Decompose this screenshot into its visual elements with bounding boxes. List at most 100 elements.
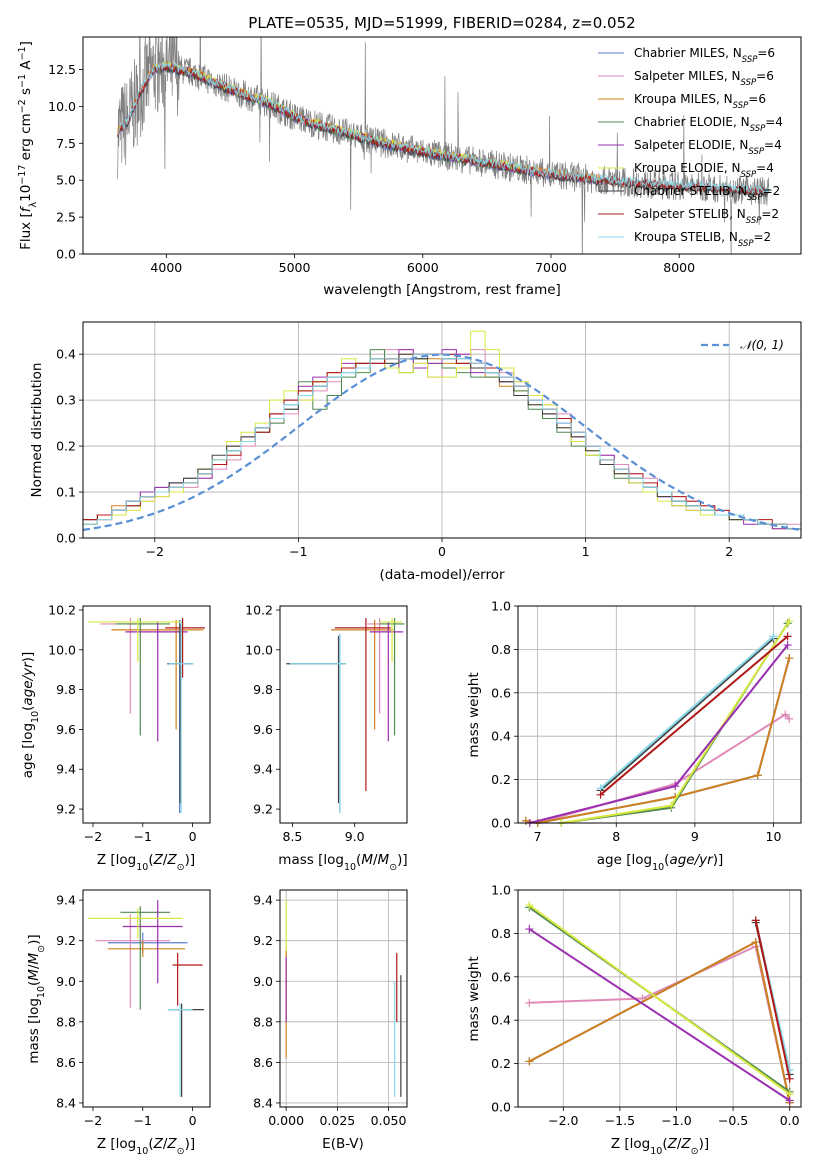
y-tick-label: 0.4 bbox=[56, 347, 76, 362]
chart-title: PLATE=0535, MJD=51999, FIBERID=0284, z=0… bbox=[248, 14, 635, 32]
x-axis-label: Z [log10(Z/Z⊙)] bbox=[611, 1136, 709, 1157]
y-axis-label: mass weight bbox=[466, 956, 482, 1041]
y-tick-label: 8.8 bbox=[56, 1014, 76, 1029]
y-tick-label: 12.5 bbox=[48, 62, 76, 77]
y-tick-label: 1.0 bbox=[491, 883, 511, 898]
plus-marker bbox=[785, 1096, 794, 1105]
y-tick-label: 10.2 bbox=[245, 602, 273, 617]
mass-weight-line bbox=[529, 945, 791, 1103]
y-axis-label: mass [log10(M/M⊙)] bbox=[26, 934, 47, 1063]
y-tick-label: 9.2 bbox=[56, 933, 76, 948]
y-tick-label: 9.4 bbox=[56, 762, 76, 777]
plus-marker bbox=[781, 710, 790, 719]
plus-marker bbox=[521, 816, 530, 825]
y-tick-label: 0.2 bbox=[491, 1056, 511, 1071]
y-tick-label: 0.6 bbox=[491, 685, 511, 700]
age_vs_mass-points bbox=[286, 617, 405, 814]
x-tick-label: −2 bbox=[84, 1113, 102, 1128]
legend-label: Kroupa STELIB, NSSP=2 bbox=[634, 230, 771, 249]
mass_weight_vs_age-frame bbox=[517, 605, 802, 824]
x-tick-label: 0.025 bbox=[319, 1113, 355, 1128]
mass_weight_vs_age-lines bbox=[521, 617, 794, 827]
x-axis-label: E(B-V) bbox=[322, 1136, 364, 1152]
legend-label: Chabrier ELODIE, NSSP=4 bbox=[634, 115, 783, 134]
x-tick-label: −2.0 bbox=[548, 1113, 578, 1128]
x-axis-label: Z [log10(Z/Z⊙)] bbox=[97, 852, 195, 873]
legend-label: Salpeter MILES, NSSP=6 bbox=[634, 69, 774, 88]
plus-marker bbox=[671, 782, 680, 791]
plus-marker bbox=[525, 925, 534, 934]
y-tick-label: 8.6 bbox=[253, 1055, 273, 1070]
x-tick-label: 9 bbox=[691, 829, 699, 844]
x-tick-label: −1.0 bbox=[661, 1113, 691, 1128]
x-tick-label: 4000 bbox=[150, 260, 182, 275]
x-axis-label: Z [log10(Z/Z⊙)] bbox=[97, 1136, 195, 1157]
y-tick-label: 9.6 bbox=[253, 722, 273, 737]
x-tick-label: −2 bbox=[146, 544, 164, 559]
mass-weight-line bbox=[528, 904, 791, 1095]
mass_weight_vs_age-axes: 7 8 9 10 0.0 0.2 0.4 0.6 0.8 1.0 bbox=[491, 599, 801, 844]
histogram-group bbox=[82, 330, 802, 531]
mass_vs_z-axes: −2 −1 0 8.4 8.6 8.8 9.0 9.2 9.4 bbox=[56, 893, 196, 1128]
plus-marker bbox=[785, 617, 794, 626]
y-tick-label: 0.0 bbox=[491, 1100, 511, 1115]
x-tick-label: 5000 bbox=[279, 260, 311, 275]
plus-marker bbox=[785, 1074, 794, 1083]
x-tick-label: −0.5 bbox=[718, 1113, 748, 1128]
age_vs_z-frame bbox=[82, 605, 211, 824]
x-tick-label: 7000 bbox=[535, 260, 567, 275]
x-tick-label: 1 bbox=[582, 544, 590, 559]
x-tick-label: 8 bbox=[612, 829, 620, 844]
x-tick-label: 0.0 bbox=[780, 1113, 800, 1128]
x-tick-label: 10 bbox=[766, 829, 782, 844]
y-tick-label: 9.2 bbox=[253, 933, 273, 948]
plus-marker bbox=[667, 801, 676, 810]
x-tick-label: −1 bbox=[289, 544, 307, 559]
y-tick-label: 9.4 bbox=[56, 893, 76, 908]
y-tick-label: 8.6 bbox=[56, 1055, 76, 1070]
x-tick-label: 0 bbox=[438, 544, 446, 559]
mass_vs_ebv-axes: 0.000 0.025 0.050 8.4 8.6 8.8 9.0 9.2 9.4 bbox=[253, 890, 407, 1128]
y-tick-label: 10.2 bbox=[48, 602, 76, 617]
mass-weight-line bbox=[529, 644, 789, 824]
mass-weight-line bbox=[528, 941, 791, 1103]
plus-marker bbox=[785, 654, 794, 663]
y-tick-label: 8.4 bbox=[56, 1095, 76, 1110]
y-tick-label: 2.5 bbox=[56, 210, 76, 225]
y-tick-label: 1.0 bbox=[491, 599, 511, 614]
y-tick-label: 0.4 bbox=[491, 729, 511, 744]
x-tick-label: 8000 bbox=[663, 260, 695, 275]
mass_vs_ebv-frame bbox=[279, 889, 408, 1108]
age_vs_z-axes: −2 −1 0 9.2 9.4 9.6 9.8 10.0 10.2 bbox=[48, 602, 196, 844]
y-tick-label: 10.0 bbox=[245, 642, 273, 657]
x-tick-label: 2 bbox=[725, 544, 733, 559]
y-tick-label: 10.0 bbox=[48, 99, 76, 114]
y-tick-label: 5.0 bbox=[56, 173, 76, 188]
y-axis-label: Flux [fλ10−17 erg cm−2 s−1 A−1] bbox=[17, 41, 39, 250]
y-tick-label: 0.8 bbox=[491, 642, 511, 657]
y-tick-label: 0.2 bbox=[56, 439, 76, 454]
y-tick-label: 9.4 bbox=[253, 762, 273, 777]
legend-label: Salpeter STELIB, NSSP=2 bbox=[634, 207, 779, 226]
mass-weight-line bbox=[528, 941, 791, 1103]
plus-marker bbox=[783, 632, 792, 641]
x-tick-label: 0 bbox=[189, 1113, 197, 1128]
mass-weight-line bbox=[599, 635, 775, 790]
y-tick-label: 9.2 bbox=[56, 802, 76, 817]
legend-label: Chabrier STELIB, NSSP=2 bbox=[634, 184, 780, 203]
plus-marker bbox=[751, 916, 760, 925]
plus-marker bbox=[751, 938, 760, 947]
x-axis-label: mass [log10(M/M⊙)] bbox=[278, 852, 407, 873]
plus-marker bbox=[525, 901, 534, 910]
age_vs_z-points bbox=[87, 617, 206, 814]
y-tick-label: 0.2 bbox=[491, 772, 511, 787]
age_vs_mass-frame bbox=[279, 605, 408, 824]
mass_weight_vs_z-lines bbox=[525, 901, 794, 1107]
legend-label: Kroupa ELODIE, NSSP=4 bbox=[634, 161, 774, 180]
x-tick-label: −1 bbox=[134, 1113, 152, 1128]
x-tick-label: 9.0 bbox=[345, 829, 365, 844]
y-axis-label: age [log10(age/yr)] bbox=[20, 652, 41, 778]
legend-label: Chabrier MILES, NSSP=6 bbox=[634, 46, 775, 65]
plus-marker bbox=[596, 790, 605, 799]
y-tick-label: 0.0 bbox=[491, 816, 511, 831]
